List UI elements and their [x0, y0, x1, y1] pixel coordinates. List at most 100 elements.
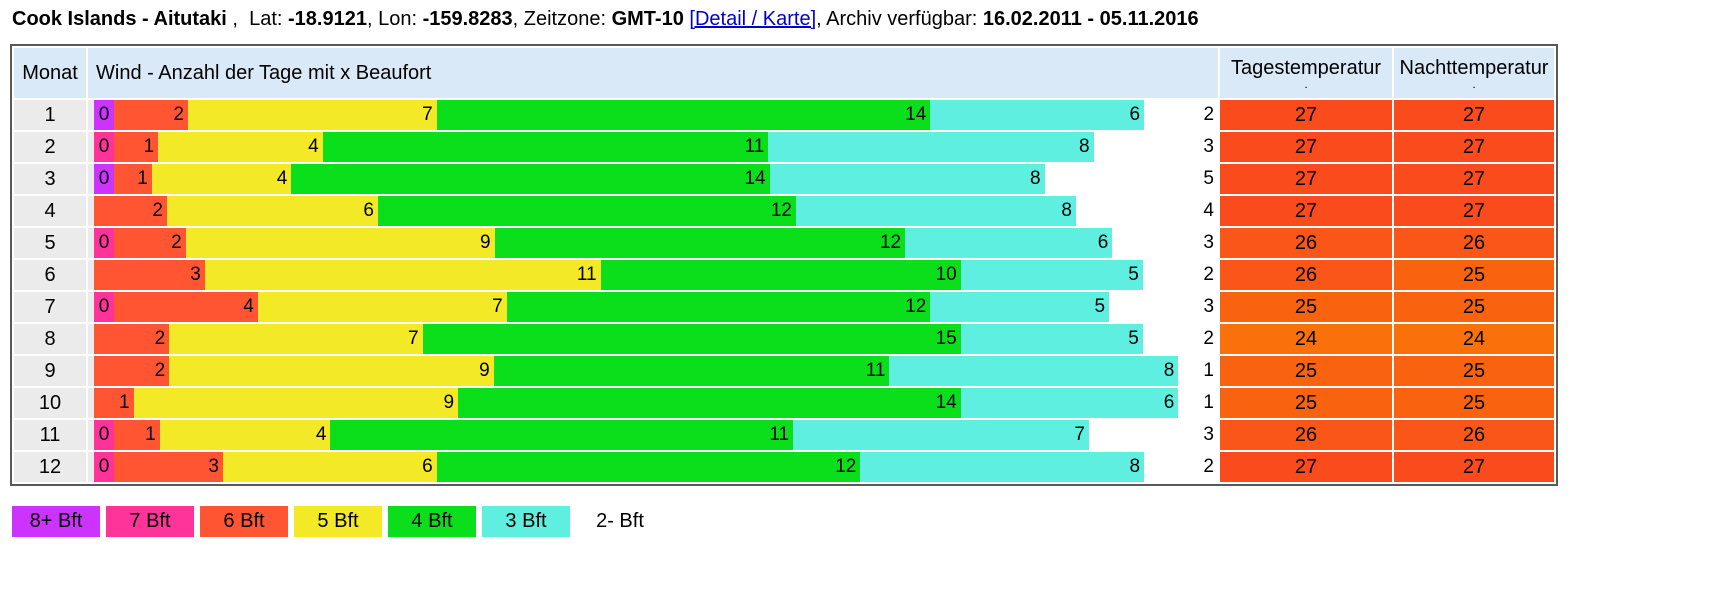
wind-segment-3-bft: 8 [860, 452, 1145, 482]
wind-bar-cell: 0 2 9 12 6 3 [88, 228, 1218, 258]
day-temperature-cell: 25 [1220, 356, 1392, 386]
wind-segment-value: 1 [1203, 360, 1214, 381]
wind-segment-value: 2 [1203, 328, 1214, 349]
wind-segment-5-bft: 11 [204, 260, 601, 290]
wind-segment-value: 6 [422, 456, 433, 477]
wind-segment-value: 3 [1203, 424, 1214, 445]
legend-label: 8+ Bft [29, 510, 83, 532]
wind-segment-4-bft: 12 [378, 196, 796, 226]
month-row-1: 1 0 2 7 14 6 2 27 27 [14, 100, 1554, 130]
wind-segment-4-bft: 12 [494, 228, 906, 258]
wind-stacked-bar: 3 11 10 5 2 [94, 260, 1218, 290]
wind-segment-6-bft: 2 [94, 196, 167, 226]
wind-segment-value: 4 [308, 136, 319, 157]
wind-segment-6-bft: 1 [94, 388, 134, 418]
wind-bar-cell: 0 4 7 12 5 3 [88, 292, 1219, 322]
lon-label: , Lon: [366, 8, 423, 30]
wind-segment-3-bft: 7 [793, 420, 1089, 450]
day-temperature-cell: 24 [1220, 324, 1392, 354]
wind-segment-value: 1 [119, 392, 130, 413]
month-row-8: 8 2 7 15 5 2 24 24 [14, 324, 1554, 354]
header-monat: Monat [14, 48, 86, 98]
day-temperature-cell: 26 [1220, 228, 1392, 258]
wind-segment-4-bft: 14 [458, 388, 961, 418]
wind-stacked-bar: 0 1 4 11 8 3 [94, 132, 1218, 162]
wind-segment-3-bft: 6 [930, 100, 1145, 130]
title-separator: , [226, 8, 250, 30]
month-label: 9 [14, 356, 86, 386]
month-row-3: 3 0 1 4 14 8 5 27 27 [14, 164, 1554, 194]
wind-segment-value: 4 [276, 168, 288, 189]
wind-segment-3-bft: 5 [960, 324, 1143, 354]
wind-segment-7-bft: 0 [94, 420, 114, 450]
wind-segment-value: 11 [865, 360, 886, 381]
detail-karte-link[interactable]: [Detail / Karte] [689, 8, 817, 30]
wind-stacked-bar: 0 4 7 12 5 3 [94, 292, 1219, 322]
month-row-7: 7 0 4 7 12 5 3 25 25 [14, 292, 1554, 322]
wind-segment-value: 12 [770, 200, 792, 221]
wind-segment-value: 3 [1203, 232, 1214, 253]
wind-segment-4-bft: 10 [600, 260, 961, 290]
wind-segment-value: 2 [1203, 104, 1215, 125]
station-name: Cook Islands - Aitutaki [12, 8, 227, 30]
wind-segment-2--bft: 1 [1178, 356, 1218, 386]
wind-segment-4-bft: 11 [493, 356, 890, 386]
wind-segment-value: 4 [1203, 200, 1214, 221]
wind-segment-value: 0 [98, 456, 110, 477]
wind-segment-8+-bft: 0 [94, 100, 114, 130]
legend-label: 4 Bft [411, 510, 453, 532]
month-row-6: 6 3 11 10 5 2 26 25 [14, 260, 1554, 290]
wind-stacked-bar: 0 1 4 11 7 3 [94, 420, 1218, 450]
header-nachttemperatur-unit: . [1472, 76, 1476, 91]
wind-segment-6-bft: 1 [114, 164, 152, 194]
wind-bar-cell: 0 3 6 12 8 2 [88, 452, 1218, 482]
day-temperature-cell: 27 [1220, 100, 1392, 130]
header-tagestemperatur-unit: . [1304, 76, 1308, 91]
wind-segment-5-bft: 6 [167, 196, 378, 226]
legend-label: 5 Bft [317, 510, 359, 532]
wind-segment-value: 9 [443, 392, 455, 413]
month-label: 5 [14, 228, 86, 258]
wind-segment-value: 5 [1094, 296, 1106, 317]
wind-segment-2--bft: 5 [1044, 164, 1218, 194]
wind-bar-cell: 0 1 4 14 8 5 [88, 164, 1218, 194]
wind-bar-cell: 0 2 7 14 6 2 [88, 100, 1219, 130]
wind-segment-value: 1 [143, 136, 155, 157]
legend-item-8+-bft: 8+ Bft [12, 506, 100, 537]
month-label: 12 [14, 452, 86, 482]
night-temperature-cell: 27 [1394, 100, 1554, 130]
wind-segment-value: 5 [1128, 328, 1139, 349]
wind-segment-5-bft: 4 [158, 132, 323, 162]
wind-segment-6-bft: 1 [114, 420, 160, 450]
page-title: Cook Islands - Aitutaki , Lat: -18.9121,… [12, 8, 1714, 31]
night-temperature-cell: 27 [1394, 164, 1554, 194]
header-wind: Wind - Anzahl der Tage mit x Beaufort [88, 48, 1218, 98]
wind-segment-value: 9 [479, 360, 490, 381]
wind-segment-4-bft: 11 [330, 420, 794, 450]
wind-stacked-bar: 0 2 9 12 6 3 [94, 228, 1218, 258]
wind-bar-cell: 2 9 11 8 1 [88, 356, 1218, 386]
legend-item-7-bft: 7 Bft [106, 506, 194, 537]
wind-segment-5-bft: 9 [185, 228, 495, 258]
wind-segment-value: 8 [1061, 200, 1072, 221]
wind-segment-value: 5 [1203, 168, 1214, 189]
night-temperature-cell: 25 [1394, 260, 1554, 290]
wind-segment-5-bft: 4 [159, 420, 331, 450]
wind-segment-8+-bft: 0 [94, 164, 114, 194]
legend-item-2--bft: 2- Bft [576, 506, 664, 537]
wind-stacked-bar: 2 7 15 5 2 [94, 324, 1218, 354]
wind-segment-value: 7 [492, 296, 503, 317]
wind-segment-value: 3 [190, 264, 201, 285]
wind-segment-value: 1 [145, 424, 156, 445]
wind-segment-value: 8 [1030, 168, 1041, 189]
lat-label: Lat: [249, 8, 288, 30]
wind-segment-value: 6 [363, 200, 374, 221]
wind-segment-value: 7 [1074, 424, 1085, 445]
wind-segment-3-bft: 5 [930, 292, 1110, 322]
table-header-row: Monat Wind - Anzahl der Tage mit x Beauf… [14, 48, 1554, 98]
timezone-value: GMT-10 [611, 8, 684, 30]
night-temperature-cell: 26 [1394, 228, 1554, 258]
month-row-10: 10 1 9 14 6 1 25 25 [14, 388, 1554, 418]
wind-segment-value: 1 [1203, 392, 1214, 413]
wind-segment-5-bft: 7 [169, 324, 423, 354]
